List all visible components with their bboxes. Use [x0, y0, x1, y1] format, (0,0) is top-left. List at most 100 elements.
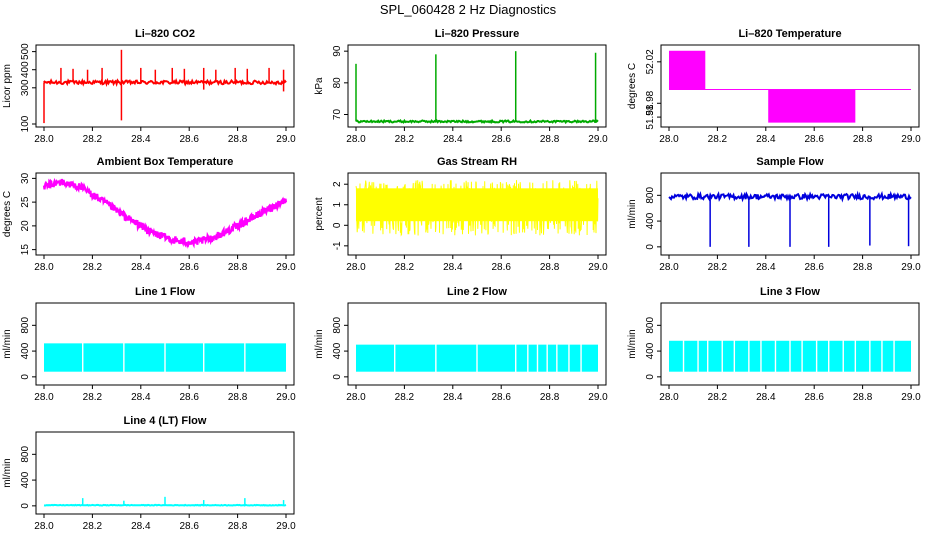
y-tick-label: 400 — [645, 212, 656, 229]
panel-title: Line 4 (LT) Flow — [124, 415, 207, 427]
x-tick-label: 29.0 — [276, 134, 296, 145]
series-line — [355, 118, 599, 125]
series-rh — [355, 180, 599, 237]
panel-title: Line 1 Flow — [135, 286, 195, 298]
x-tick-label: 28.6 — [179, 134, 199, 145]
panel-title: Li–820 CO2 — [135, 28, 195, 40]
y-tick-label: 52.02 — [645, 49, 656, 74]
series-line — [42, 177, 288, 249]
x-tick-label: 28.0 — [346, 134, 366, 145]
x-tick-label: 28.8 — [540, 262, 560, 273]
x-tick-label: 28.2 — [708, 392, 728, 403]
x-tick-label: 28.4 — [756, 262, 776, 273]
y-axis-label: ml/min — [627, 329, 638, 358]
x-tick-label: 28.0 — [659, 392, 679, 403]
x-tick-label: 28.6 — [804, 392, 824, 403]
x-tick-label: 28.6 — [179, 262, 199, 273]
x-tick-label: 28.4 — [756, 392, 776, 403]
series-pressure — [355, 51, 599, 125]
plot-frame — [35, 302, 295, 386]
panel-title: Li–820 Pressure — [435, 28, 519, 40]
panel-title: Ambient Box Temperature — [97, 156, 234, 168]
y-tick-label: 51.98 — [645, 104, 656, 129]
y-tick-label: 0 — [20, 503, 31, 509]
x-tick-label: 28.0 — [34, 262, 54, 273]
panel-5: Gas Stream RH percent 28.0 28.2 28.4 28.6 28.8… — [314, 156, 608, 273]
x-tick-label: 28.8 — [228, 521, 248, 532]
y-tick-label: 70 — [332, 109, 343, 121]
series-temperature — [669, 50, 911, 123]
x-tick-label: 28.2 — [83, 392, 103, 403]
y-axis-label: ml/min — [314, 329, 325, 358]
x-tick-label: 28.8 — [853, 392, 873, 403]
y-tick-label: 800 — [332, 317, 343, 334]
y-tick-label: 300 — [20, 79, 31, 96]
y-tick-label: 400 — [20, 61, 31, 78]
x-tick-label: 28.6 — [491, 392, 511, 403]
y-tick-label: 25 — [20, 196, 31, 208]
x-tick-label: 28.6 — [804, 262, 824, 273]
x-tick-label: 28.0 — [34, 521, 54, 532]
y-tick-label: 80 — [332, 77, 343, 89]
panel-2: Li–820 Pressure kPa 28.0 28.2 28.4 28.6 28.8 29… — [314, 28, 608, 145]
y-tick-label: 1 — [332, 202, 343, 208]
y-tick-label: 400 — [20, 342, 31, 359]
y-axis-label: ml/min — [627, 199, 638, 228]
y-tick-label: 0 — [645, 374, 656, 380]
figure-title: SPL_060428 2 Hz Diagnostics — [380, 2, 557, 17]
y-tick-label: 0 — [332, 374, 343, 380]
panel-4: Ambient Box Temperature degrees C 28.0 28.2… — [2, 156, 296, 273]
y-axis-label: degrees C — [627, 63, 638, 109]
x-tick-label: 28.4 — [756, 134, 776, 145]
panel-8: Line 2 Flow ml/min 28.0 28.2 28.4 28.6 28.8 29.… — [314, 286, 608, 403]
panel-title: Line 2 Flow — [447, 286, 507, 298]
panel-6: Sample Flow ml/min 28.0 28.2 28.4 28.6 28.8 29.… — [627, 156, 921, 273]
panel-3: Li–820 Temperature degrees C 28.0 28.2 28.4 2… — [627, 28, 921, 145]
plot-frame — [347, 302, 607, 386]
y-axis-label: degrees C — [2, 191, 13, 237]
series-sample — [668, 190, 912, 247]
y-axis-label: ml/min — [2, 458, 13, 487]
x-tick-label: 28.4 — [131, 134, 151, 145]
y-axis-label: kPa — [314, 77, 325, 95]
y-tick-label: 15 — [20, 244, 31, 256]
series-core-band — [356, 188, 598, 222]
x-tick-label: 29.0 — [901, 392, 921, 403]
x-tick-label: 28.6 — [804, 134, 824, 145]
x-tick-label: 28.0 — [34, 134, 54, 145]
plot-frame — [660, 302, 920, 386]
series-line-4 — [43, 496, 287, 507]
x-tick-label: 29.0 — [588, 392, 608, 403]
x-tick-label: 28.4 — [131, 262, 151, 273]
series-line — [668, 190, 912, 203]
series-ambient — [42, 177, 288, 249]
x-tick-label: 28.8 — [540, 134, 560, 145]
x-tick-label: 29.0 — [276, 262, 296, 273]
y-tick-label: 800 — [645, 187, 656, 204]
y-axis-label: percent — [314, 197, 325, 231]
y-tick-label: 30 — [20, 172, 31, 184]
y-tick-label: 0 — [332, 222, 343, 228]
y-tick-label: 800 — [20, 446, 31, 463]
y-tick-label: 100 — [20, 115, 31, 132]
panel-title: Line 3 Flow — [760, 286, 820, 298]
y-tick-label: 0 — [20, 374, 31, 380]
x-tick-label: 28.4 — [443, 134, 463, 145]
y-tick-label: 400 — [20, 471, 31, 488]
x-tick-label: 28.2 — [395, 262, 415, 273]
x-tick-label: 28.2 — [395, 134, 415, 145]
plot-frame — [660, 44, 920, 128]
plot-frame — [347, 172, 607, 256]
plot-frame — [35, 44, 295, 128]
plot-frame — [660, 172, 920, 256]
y-tick-label: -1 — [332, 241, 343, 250]
panel-title: Sample Flow — [756, 156, 824, 168]
y-tick-label: 500 — [20, 43, 31, 60]
x-tick-label: 28.0 — [659, 134, 679, 145]
x-tick-label: 28.6 — [491, 262, 511, 273]
y-tick-label: 90 — [332, 45, 343, 57]
plot-frame — [35, 172, 295, 256]
y-tick-label: 2 — [332, 181, 343, 187]
x-tick-label: 28.6 — [491, 134, 511, 145]
panel-9: Line 3 Flow ml/min 28.0 28.2 28.4 28.6 28.8 29.… — [627, 286, 921, 403]
